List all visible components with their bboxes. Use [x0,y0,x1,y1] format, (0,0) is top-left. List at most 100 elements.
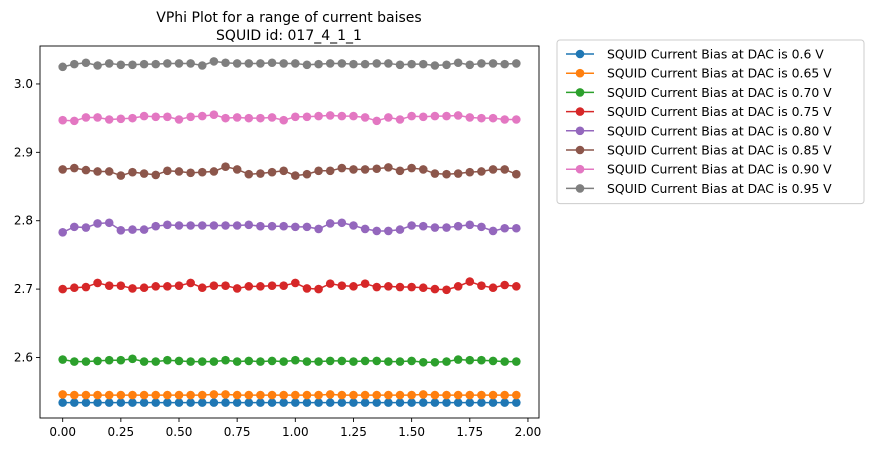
data-point [337,398,347,407]
data-point [116,398,126,407]
data-point [163,390,172,400]
data-point [116,60,126,70]
data-point [477,281,486,290]
data-point [512,223,521,233]
data-point [244,282,254,291]
data-point [314,390,323,400]
data-point [465,355,475,365]
data-point [93,219,102,228]
data-point [197,357,207,366]
data-point [256,357,265,366]
data-point [256,398,265,407]
data-point [418,283,428,293]
data-point [488,390,498,400]
data-point [174,59,184,68]
data-point [302,398,312,407]
legend-box [556,39,865,205]
data-point [360,113,370,122]
data-point [302,112,312,122]
data-point [232,165,242,174]
data-point [221,113,230,123]
data-point [442,169,451,179]
legend-label: SQUID Current Bias at DAC is 0.75 V [607,104,832,119]
data-point [465,60,475,70]
data-point [81,58,91,68]
data-point [232,59,242,68]
data-point [279,166,288,176]
data-point [291,222,300,232]
data-point [209,357,219,366]
data-point [163,112,172,122]
data-point [325,59,335,68]
data-point [453,169,463,178]
data-point [70,283,79,293]
data-point [488,59,498,68]
data-point [128,60,137,70]
data-point [81,113,91,122]
data-point [93,61,102,70]
y-tick-label: 3.0 [14,77,33,91]
data-point [174,221,184,230]
data-point [418,398,428,407]
data-point [197,111,207,121]
data-point [209,57,219,66]
data-point [151,112,161,122]
data-point [151,221,161,231]
data-point [453,398,463,407]
data-point [163,166,172,176]
data-point [70,163,79,173]
data-point [163,59,172,68]
data-point [58,390,67,399]
legend-label: SQUID Current Bias at DAC is 0.80 V [607,123,832,138]
data-point [197,221,207,230]
data-point [314,284,323,294]
data-point [349,111,358,121]
data-point [477,113,486,123]
data-point [221,355,230,365]
legend-label: SQUID Current Bias at DAC is 0.65 V [607,66,832,81]
data-point [221,221,230,230]
data-point [384,113,393,122]
data-point [418,112,428,122]
data-point [104,390,114,400]
data-point [58,165,67,174]
data-point [279,398,288,407]
data-point [384,357,393,366]
data-point [407,390,416,400]
data-point [349,59,358,69]
data-point [267,356,277,366]
chart-subtitle: SQUID id: 017_4_1_1 [216,28,362,44]
data-point [104,355,114,365]
data-point [418,221,428,231]
data-point [163,220,172,230]
data-point [116,114,126,124]
data-point [139,283,149,293]
data-point [372,356,382,366]
data-point [500,223,509,233]
data-point [267,390,277,400]
legend-marker [575,68,585,78]
data-point [337,218,347,228]
data-point [221,58,230,68]
legend-marker [575,145,585,155]
data-point [186,221,195,230]
legend-label: SQUID Current Bias at DAC is 0.90 V [607,162,832,177]
plot-area [58,57,521,407]
data-point [291,171,300,180]
data-point [325,390,335,399]
data-point [244,220,254,230]
data-point [151,390,161,400]
data-point [104,398,114,407]
data-point [477,222,486,232]
data-point [244,356,254,366]
data-point [453,390,463,400]
legend-entry-2: SQUID Current Bias at DAC is 0.70 V [566,85,832,100]
data-point [302,390,312,400]
data-point [477,398,486,407]
data-point [256,113,265,123]
data-point [395,357,405,366]
data-point [244,390,254,400]
data-point [337,163,347,173]
data-point [500,59,509,69]
series-2 [58,354,521,367]
